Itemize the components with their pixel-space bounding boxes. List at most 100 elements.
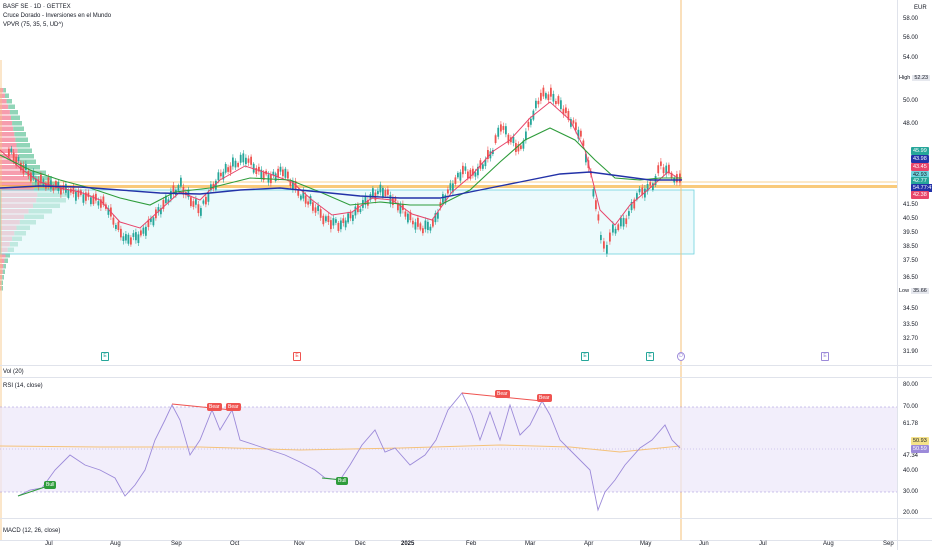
- vpvr-bar-up: [11, 115, 20, 120]
- vol-legend[interactable]: Vol (20): [3, 369, 24, 375]
- vpvr-bar-up: [5, 253, 10, 258]
- candle-body: [668, 164, 670, 174]
- earnings-marker-4[interactable]: E: [646, 352, 654, 361]
- price-chart[interactable]: [0, 0, 897, 540]
- price-tag-1: 45.99: [911, 147, 929, 155]
- vpvr-bar-up: [1, 286, 3, 291]
- candle-body: [224, 163, 227, 173]
- candle-body: [274, 173, 277, 182]
- vpvr-bar-down: [0, 258, 5, 263]
- macd-legend[interactable]: MACD (12, 26, close): [3, 528, 61, 534]
- time-axis-label: Mar: [525, 541, 536, 547]
- rsi-legend[interactable]: RSI (14, close): [3, 383, 43, 389]
- candle-body: [641, 187, 644, 196]
- candle-body: [162, 199, 165, 209]
- candle-body: [337, 222, 340, 231]
- bull-label-1: Bull: [44, 481, 57, 489]
- candle-body: [379, 184, 382, 193]
- candle-body: [150, 218, 152, 222]
- candle-body: [597, 214, 600, 221]
- vpvr-bar-up: [3, 88, 6, 93]
- candle-body: [417, 217, 419, 227]
- price-scale[interactable]: [897, 0, 932, 550]
- candle-body: [492, 150, 494, 155]
- candle-body: [302, 190, 305, 199]
- candle-body: [65, 184, 67, 193]
- candle-body: [319, 209, 322, 218]
- candle-body: [372, 188, 374, 198]
- candle-body: [107, 208, 110, 215]
- candle-body: [562, 108, 565, 115]
- candle-body: [272, 171, 275, 176]
- candle-body: [152, 217, 155, 226]
- candle-body: [242, 153, 245, 163]
- earnings-marker-3[interactable]: E: [581, 352, 589, 361]
- candle-body: [572, 120, 575, 124]
- price-scale-label: 54.00: [903, 55, 919, 61]
- candle-body: [545, 93, 547, 99]
- vpvr-bar-down: [0, 93, 5, 98]
- candle-body: [317, 205, 319, 211]
- symbol-legend[interactable]: BASF SE · 1D · GETTEX: [3, 4, 71, 10]
- candle-body: [537, 100, 540, 105]
- candle-body: [464, 166, 467, 171]
- candle-body: [404, 211, 407, 217]
- candle-body: [37, 179, 40, 187]
- dividend-marker[interactable]: D: [677, 352, 685, 361]
- candle-body: [307, 201, 309, 205]
- candle-body: [222, 171, 225, 180]
- candle-body: [512, 136, 515, 144]
- candle-body: [232, 157, 234, 167]
- candle-body: [172, 185, 175, 195]
- candle-body: [332, 218, 335, 226]
- candle-body: [387, 189, 389, 195]
- candle-body: [312, 202, 314, 211]
- time-axis-label: May: [640, 541, 652, 547]
- rsi-line: [17, 392, 681, 512]
- candle-body: [97, 201, 100, 206]
- candle-body: [652, 183, 654, 191]
- time-axis-label: Jul: [759, 541, 767, 547]
- candle-body: [234, 160, 237, 168]
- candle-body: [277, 168, 279, 178]
- earnings-marker-5[interactable]: E: [821, 352, 829, 361]
- candle-body: [402, 204, 404, 210]
- bear-label-2: Bear: [226, 403, 241, 411]
- time-axis-label: Feb: [466, 541, 477, 547]
- bear-label-4: Bear: [537, 394, 552, 402]
- candle-body: [32, 170, 35, 179]
- price-tag-5: 42.77: [911, 177, 929, 185]
- candle-body: [377, 191, 379, 195]
- candle-body: [284, 168, 287, 178]
- candle-body: [459, 172, 462, 181]
- vpvr-bar-up: [15, 137, 28, 142]
- candle-body: [620, 217, 622, 227]
- candle-body: [245, 157, 247, 165]
- candle-body: [502, 126, 505, 130]
- candle-body: [137, 234, 140, 244]
- vpvr-legend[interactable]: VPVR (75, 35, 5, UD^): [3, 22, 64, 28]
- earnings-marker-2[interactable]: E: [293, 352, 301, 361]
- candle-body: [552, 93, 555, 102]
- vpvr-bar-down: [0, 143, 17, 148]
- vpvr-bar-up: [2, 275, 4, 280]
- vpvr-bar-up: [25, 170, 46, 175]
- price-scale-label: 38.50: [903, 244, 919, 250]
- candle-body: [670, 172, 673, 179]
- candle-body: [636, 193, 638, 200]
- ma-red-line: [0, 101, 683, 229]
- candle-body: [17, 157, 20, 161]
- candle-body: [510, 137, 512, 143]
- time-axis-label: Aug: [110, 541, 121, 547]
- candle-body: [200, 208, 202, 216]
- candle-body: [412, 220, 414, 225]
- indicator-legend[interactable]: Cruce Dorado - Inversiones en el Mundo: [3, 13, 112, 19]
- earnings-marker-1[interactable]: E: [101, 352, 109, 361]
- vpvr-bar-up: [9, 110, 18, 115]
- vpvr-bar-down: [0, 170, 26, 175]
- high-tag: High 52.23: [899, 75, 931, 81]
- candle-body: [614, 228, 617, 234]
- vpvr-bar-up: [16, 143, 30, 148]
- candle-body: [85, 192, 87, 201]
- candle-body: [75, 191, 77, 201]
